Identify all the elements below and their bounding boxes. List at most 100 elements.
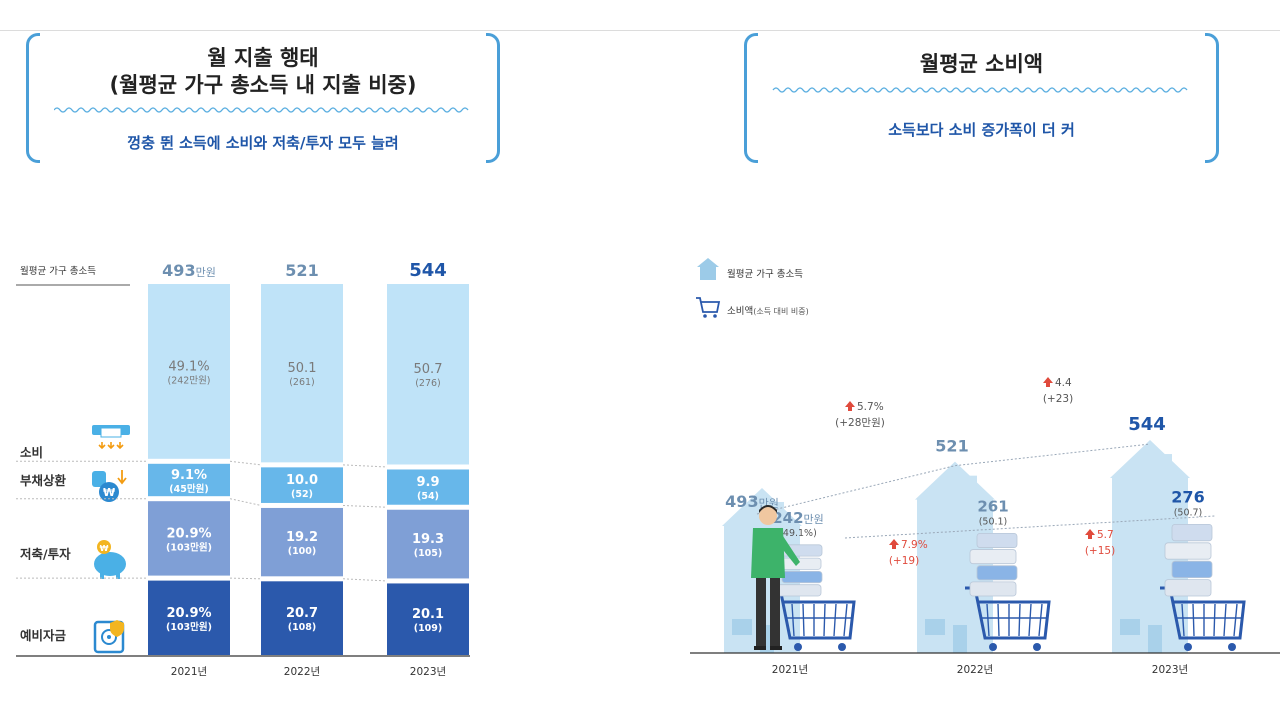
shopper-person xyxy=(751,505,800,650)
income-growth-pct: 5.7% xyxy=(857,401,884,413)
spending-box xyxy=(976,565,1018,581)
bar-segment xyxy=(261,467,343,503)
bar-segment xyxy=(148,501,230,576)
income-value: 493 xyxy=(725,492,758,511)
data-label-amount: (261) xyxy=(289,377,315,388)
bar-segment xyxy=(261,507,343,577)
spending-value: 276 xyxy=(1171,487,1204,506)
cart-grid xyxy=(823,603,826,637)
total-label: 521 xyxy=(285,261,318,280)
income-growth-amount: (+23) xyxy=(1043,393,1073,405)
top-divider xyxy=(0,30,1280,31)
cart-wheel xyxy=(989,643,997,651)
data-label-amount: (45만원) xyxy=(169,483,208,495)
cart-grid xyxy=(1018,603,1021,637)
data-label-amount: (108) xyxy=(288,622,317,633)
income-value: 521 xyxy=(935,437,968,456)
data-label-amount: (100) xyxy=(288,546,317,557)
wave-divider xyxy=(54,107,469,113)
legend-spending-text: 소비액 xyxy=(727,305,753,317)
segment-connector xyxy=(229,498,262,506)
house-window xyxy=(1120,619,1140,635)
cart-wheel xyxy=(794,643,802,651)
data-label-amount: (105) xyxy=(414,548,443,559)
svg-text:₩: ₩ xyxy=(100,544,109,553)
income-label: 493만원 xyxy=(725,492,779,511)
spending-growth-amount: (+15) xyxy=(1085,545,1115,557)
total-value: 544 xyxy=(409,260,447,281)
segment-connector xyxy=(342,578,388,582)
house-chimney xyxy=(776,501,784,516)
segment-connector xyxy=(342,504,388,508)
cart-grid xyxy=(1233,603,1238,637)
spending-trend-line xyxy=(844,515,1216,539)
spending-box xyxy=(976,532,1018,548)
income-value: 544 xyxy=(1128,414,1166,435)
category-label: 2022년 xyxy=(957,664,993,676)
series-label: 부채상환 xyxy=(20,473,67,488)
spending-box xyxy=(1171,523,1213,542)
spending-label: 261 xyxy=(977,497,1008,515)
spending-box xyxy=(1171,560,1213,579)
bar-segment xyxy=(261,284,343,463)
cart-grid xyxy=(997,603,1000,637)
cart-wheel xyxy=(838,643,846,651)
series-label: 소비 xyxy=(20,445,43,460)
left-bracket xyxy=(744,33,758,163)
wave-divider xyxy=(772,87,1188,93)
up-arrow-icon xyxy=(1043,377,1053,387)
spending-box xyxy=(774,584,822,597)
spending-share: (50.7) xyxy=(1174,507,1203,518)
bar-segment xyxy=(387,509,469,579)
up-arrow-icon xyxy=(845,401,855,411)
bar-segment xyxy=(387,284,469,465)
house-door xyxy=(953,625,967,653)
house-chimney xyxy=(969,475,977,490)
stacked-bar-chart: 월평균 가구 총소득 ₩ ₩ 20.9%(103만원)20.7(108)20.1 xyxy=(16,260,470,678)
cart-grid xyxy=(1038,603,1043,637)
bar-segment xyxy=(387,469,469,505)
right-subtitle: 소득보다 소비 증가폭이 더 커 xyxy=(888,121,1075,139)
data-label-amount: (103만원) xyxy=(166,541,212,553)
spending-box xyxy=(969,549,1017,565)
house-icon xyxy=(697,258,719,280)
series-label: 예비자금 xyxy=(20,628,67,643)
data-label-amount: (52) xyxy=(291,489,313,500)
data-label-pct: 10.0 xyxy=(286,473,318,488)
right-header-panel: 월평균 소비액 소득보다 소비 증가폭이 더 커 xyxy=(744,33,1219,163)
data-label-pct: 19.2 xyxy=(286,530,318,545)
data-label-pct: 19.3 xyxy=(412,532,444,547)
cart-grid xyxy=(791,603,795,637)
spending-value: 242 xyxy=(772,509,803,527)
data-label-pct: 49.1% xyxy=(168,359,209,374)
data-label-amount: (109) xyxy=(414,623,443,634)
cart-grid xyxy=(1223,603,1227,637)
house-window xyxy=(925,619,945,635)
bar-segment xyxy=(148,463,230,497)
cart-wheel xyxy=(1033,643,1041,651)
segment-connector xyxy=(229,577,262,580)
spending-growth-pct: 5.7 xyxy=(1097,529,1114,541)
cart-grid xyxy=(986,603,990,637)
cart-wheel xyxy=(1228,643,1236,651)
cart-grid xyxy=(1181,603,1185,637)
data-label-pct: 20.1 xyxy=(412,607,444,622)
category-label: 2023년 xyxy=(410,666,446,678)
total-value: 521 xyxy=(285,261,318,280)
spending-value: 261 xyxy=(977,497,1008,515)
total-value: 493 xyxy=(162,261,195,280)
data-label-amount: (242만원) xyxy=(167,375,210,386)
left-bracket xyxy=(26,33,40,163)
income-house-bar xyxy=(915,461,995,653)
piggy-bank-icon: ₩ xyxy=(94,540,126,579)
data-label-amount: (276) xyxy=(415,378,441,389)
spending-growth-pct: 7.9% xyxy=(901,539,928,551)
income-growth-pct: 4.4 xyxy=(1055,377,1072,389)
data-label-pct: 20.7 xyxy=(286,606,318,621)
spending-unit: 만원 xyxy=(804,513,824,526)
spending-share: (49.1%) xyxy=(779,528,817,539)
bar-segment xyxy=(387,583,469,655)
right-bracket xyxy=(486,33,500,163)
spending-label: 242만원 xyxy=(772,509,824,527)
category-label: 2023년 xyxy=(1152,664,1188,676)
